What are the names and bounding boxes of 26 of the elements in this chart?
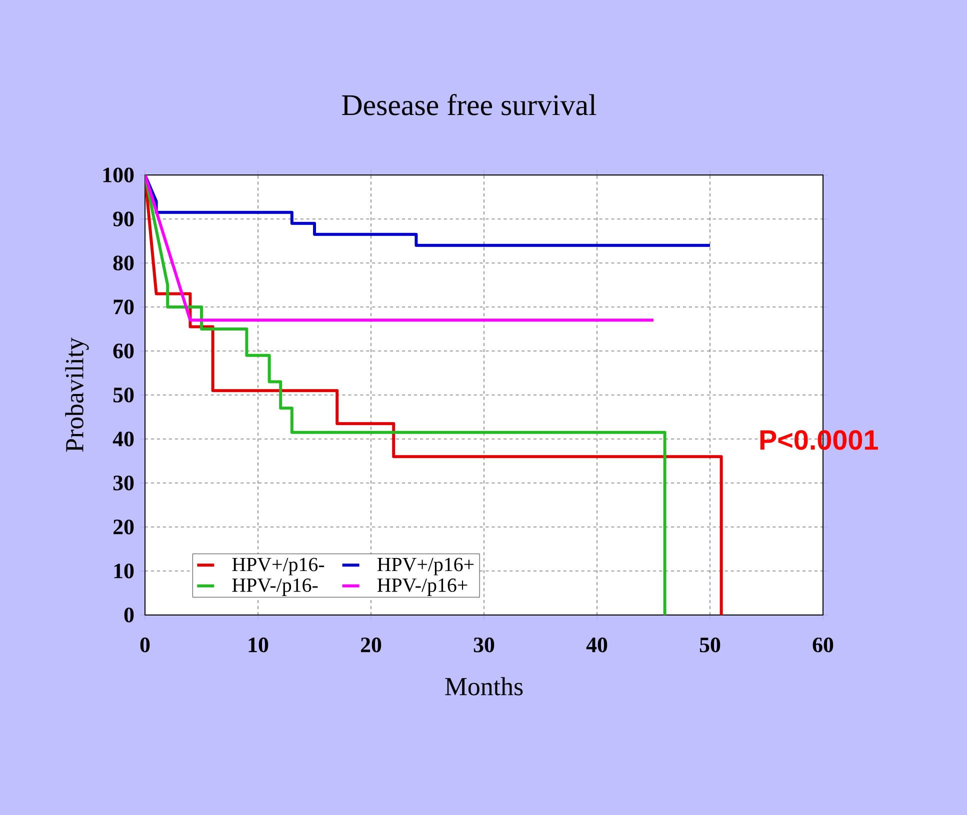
chart-title: Desease free survival <box>342 94 596 116</box>
x-tick-label: 60 <box>812 638 834 652</box>
legend-label: HPV-/p16- <box>232 578 318 596</box>
y-tick-label: 20 <box>113 520 134 534</box>
y-tick-label: 70 <box>114 300 134 314</box>
x-tick-label: 10 <box>248 638 268 652</box>
x-tick-label: 50 <box>700 638 720 652</box>
y-tick-label: 10 <box>114 564 134 578</box>
y-tick-label: 100 <box>103 168 134 182</box>
y-tick-label: 40 <box>112 432 134 446</box>
x-tick-label: 0 <box>140 638 150 652</box>
x-tick-label: 30 <box>474 638 494 652</box>
y-tick-label: 60 <box>113 344 134 358</box>
x-tick-label: 40 <box>586 638 608 652</box>
y-tick-label: 30 <box>113 476 134 490</box>
legend-label: HPV+/p16- <box>232 558 324 576</box>
y-axis-title: Probavility <box>65 338 89 452</box>
y-tick-label: 50 <box>113 388 134 402</box>
legend-label: HPV+/p16+ <box>377 558 474 576</box>
y-tick-label: 90 <box>113 212 134 226</box>
x-tick-label: 20 <box>360 638 382 652</box>
y-tick-label: 0 <box>124 608 134 622</box>
x-axis-title: Months <box>445 677 523 696</box>
line-series <box>145 174 712 247</box>
y-tick-label: 80 <box>113 256 134 270</box>
legend-label: HPV-/p16+ <box>377 578 468 596</box>
